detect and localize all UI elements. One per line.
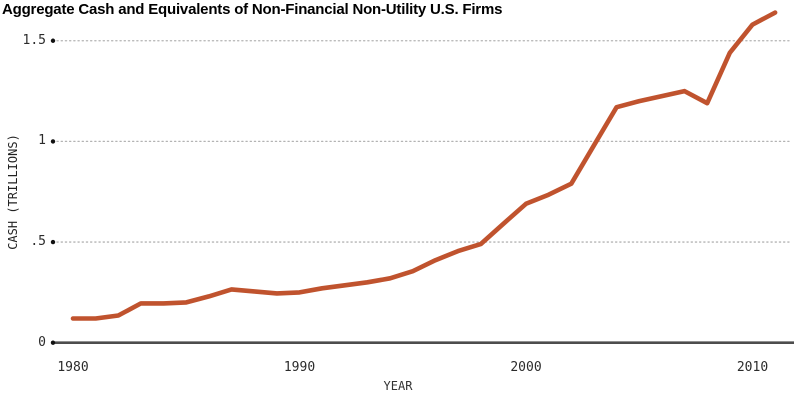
x-tick-label: 2010 bbox=[736, 360, 769, 375]
y-tick-dot bbox=[50, 139, 56, 144]
y-tick-label: 1.5 bbox=[22, 32, 46, 48]
x-axis-label: YEAR bbox=[383, 379, 413, 393]
x-tick-label: 2000 bbox=[510, 360, 542, 375]
y-tick-label: 1 bbox=[38, 133, 46, 149]
y-tick-dot bbox=[50, 340, 56, 345]
x-tick-label: 1990 bbox=[283, 360, 316, 375]
data-line-aggregate-cash bbox=[70, 10, 778, 321]
y-tick-label: 0 bbox=[38, 334, 46, 350]
y-tick-dot bbox=[50, 38, 56, 43]
y-tick-label: .5 bbox=[30, 234, 46, 250]
y-tick-dot bbox=[50, 239, 56, 245]
x-tick-label: 1980 bbox=[57, 360, 89, 375]
chart-title: Aggregate Cash and Equivalents of Non-Fi… bbox=[2, 1, 503, 18]
